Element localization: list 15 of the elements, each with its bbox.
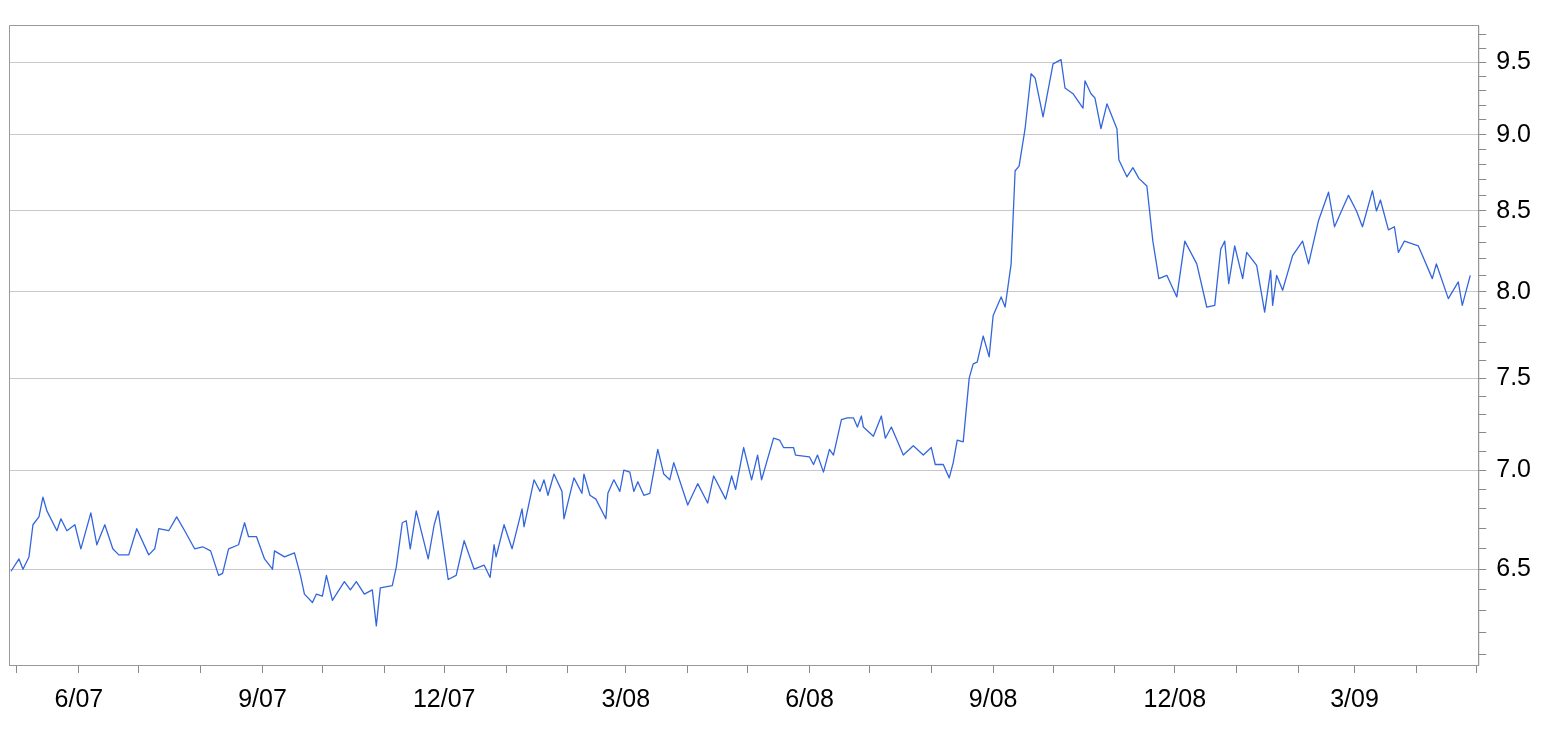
y-tick-label: 6.5 [1496,553,1532,582]
x-tick-label: 9/08 [968,683,1018,712]
x-tick-label: 6/07 [54,683,104,712]
x-tick-label: 12/08 [1143,683,1207,712]
x-tick-label: 3/08 [601,683,651,712]
y-tick-label: 8.0 [1496,275,1532,304]
y-tick-label: 7.5 [1496,361,1532,390]
y-tick-label: 9.5 [1496,46,1532,75]
y-tick-label: 8.5 [1496,194,1532,223]
x-tick-label: 3/09 [1330,683,1379,712]
y-tick-label: 9.0 [1496,118,1532,147]
x-tick-label: 12/07 [412,683,476,712]
y-tick-label: 7.0 [1496,454,1532,483]
x-tick-label: 6/08 [785,683,834,712]
x-tick-label: 9/07 [238,683,287,712]
